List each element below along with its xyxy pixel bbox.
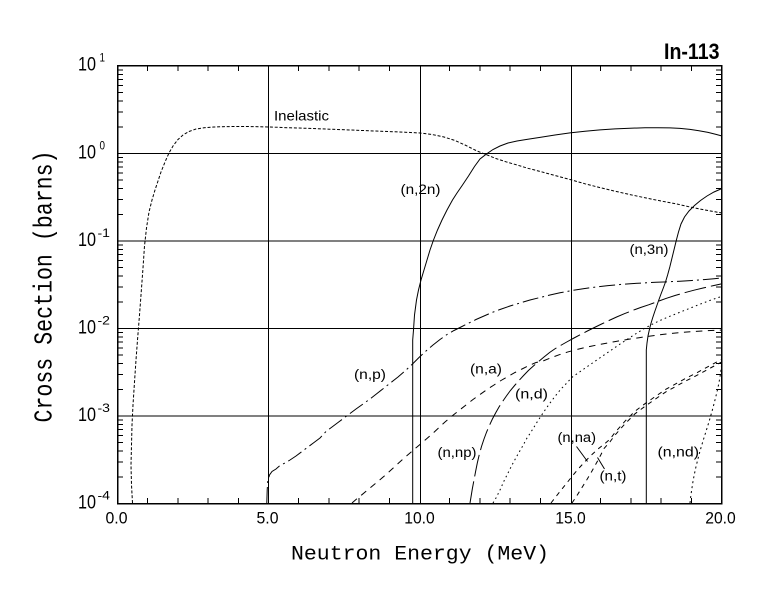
svg-text:10: 10 — [78, 492, 96, 514]
svg-text:-3: -3 — [98, 403, 111, 415]
svg-text:(n,a): (n,a) — [470, 362, 502, 377]
svg-text:-4: -4 — [98, 491, 111, 503]
svg-text:(n,t): (n,t) — [600, 469, 627, 484]
svg-text:15.0: 15.0 — [555, 509, 586, 528]
svg-text:10: 10 — [78, 404, 96, 426]
svg-text:In-113: In-113 — [664, 39, 720, 64]
svg-text:Cross Section (barns): Cross Section (barns) — [30, 151, 60, 423]
svg-text:(n,nd): (n,nd) — [658, 445, 700, 460]
svg-text:-2: -2 — [98, 316, 111, 328]
svg-text:10: 10 — [78, 229, 96, 251]
svg-text:Inelastic: Inelastic — [274, 108, 329, 124]
svg-text:20.0: 20.0 — [705, 509, 736, 528]
svg-text:5.0: 5.0 — [257, 509, 279, 528]
svg-text:(n,p): (n,p) — [354, 367, 386, 382]
svg-text:(n,2n): (n,2n) — [401, 182, 441, 197]
svg-text:(n,na): (n,na) — [558, 430, 597, 445]
svg-text:1: 1 — [100, 53, 106, 65]
svg-text:10: 10 — [78, 54, 96, 76]
svg-text:(n,3n): (n,3n) — [630, 242, 669, 257]
svg-text:0: 0 — [100, 141, 106, 153]
svg-text:(n,np): (n,np) — [438, 445, 477, 460]
svg-text:10: 10 — [78, 317, 96, 339]
svg-text:(n,d): (n,d) — [515, 387, 548, 402]
svg-text:0.0: 0.0 — [106, 509, 128, 528]
svg-text:Neutron Energy (MeV): Neutron Energy (MeV) — [291, 544, 549, 567]
svg-text:10: 10 — [78, 142, 96, 164]
svg-text:10.0: 10.0 — [404, 509, 435, 528]
svg-text:-1: -1 — [98, 228, 111, 240]
